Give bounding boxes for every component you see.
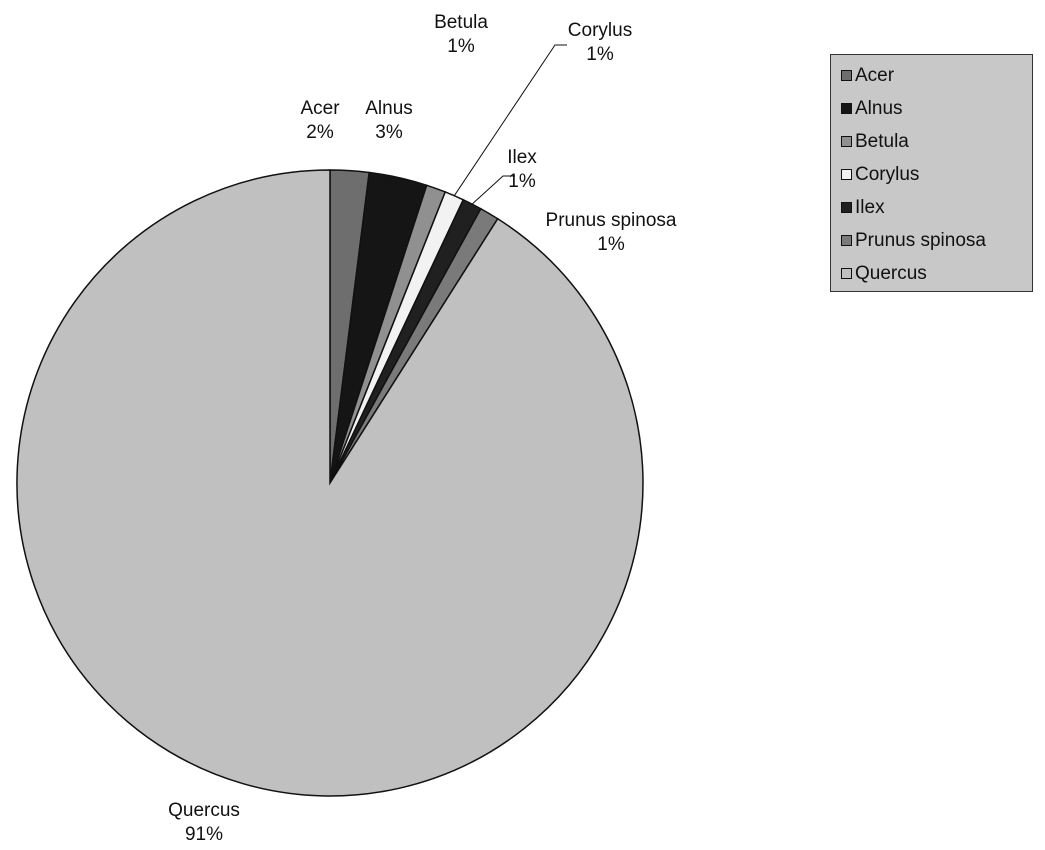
legend-swatch: [841, 268, 852, 279]
legend-item-prunus-spinosa: Prunus spinosa: [835, 224, 1032, 257]
legend-label: Ilex: [855, 196, 885, 218]
leader-line-corylus: [453, 44, 567, 196]
legend-label: Prunus spinosa: [855, 229, 986, 251]
legend-label: Quercus: [855, 262, 927, 284]
slice-labels: Acer 2%Alnus 3%Betula 1%Corylus 1%Ilex 1%Prun…: [168, 12, 677, 845]
slice-label-corylus: Corylus 1%: [568, 20, 632, 65]
legend-swatch: [841, 103, 852, 114]
legend-item-quercus: Quercus: [835, 257, 1032, 290]
slice-label-name: Betula: [434, 12, 488, 33]
legend: Acer Alnus Betula Corylus Ilex Prunus spinosa…: [830, 54, 1033, 292]
legend-item-betula: Betula: [835, 125, 1032, 158]
legend-swatch: [841, 70, 852, 81]
slice-label-percent: 1%: [447, 36, 475, 57]
legend-item-acer: Acer: [835, 59, 1032, 92]
leader-lines: [453, 44, 567, 205]
slice-label-name: Acer: [300, 98, 340, 119]
slice-label-alnus: Alnus 3%: [365, 98, 413, 143]
legend-item-ilex: Ilex: [835, 191, 1032, 224]
slice-label-prunus-spinosa: Prunus spinosa 1%: [546, 210, 677, 255]
slice-label-percent: 1%: [597, 234, 625, 255]
legend-label: Corylus: [855, 163, 920, 185]
slice-label-betula: Betula 1%: [434, 12, 488, 57]
pie-slices: [16, 169, 644, 797]
slice-label-name: Prunus spinosa: [546, 210, 677, 231]
slice-label-name: Alnus: [365, 98, 413, 119]
leader-line-ilex: [471, 175, 515, 205]
slice-label-percent: 1%: [586, 44, 614, 65]
slice-label-percent: 3%: [375, 122, 403, 143]
slice-label-acer: Acer 2%: [300, 98, 340, 143]
slice-label-percent: 91%: [185, 824, 223, 845]
legend-label: Betula: [855, 130, 909, 152]
slice-label-name: Ilex: [507, 147, 537, 168]
slice-label-quercus: Quercus 91%: [168, 800, 240, 845]
legend-label: Acer: [855, 64, 895, 86]
slice-label-percent: 2%: [306, 122, 334, 143]
legend-swatch: [841, 202, 852, 213]
legend-swatch: [841, 169, 852, 180]
slice-quercus: [16, 169, 644, 797]
slice-label-ilex: Ilex 1%: [507, 147, 537, 192]
legend-label: Alnus: [855, 97, 903, 119]
legend-swatch: [841, 136, 852, 147]
legend-item-corylus: Corylus: [835, 158, 1032, 191]
legend-swatch: [841, 235, 852, 246]
slice-label-percent: 1%: [508, 171, 536, 192]
slice-label-name: Quercus: [168, 800, 240, 821]
legend-item-alnus: Alnus: [835, 92, 1032, 125]
slice-label-name: Corylus: [568, 20, 632, 41]
